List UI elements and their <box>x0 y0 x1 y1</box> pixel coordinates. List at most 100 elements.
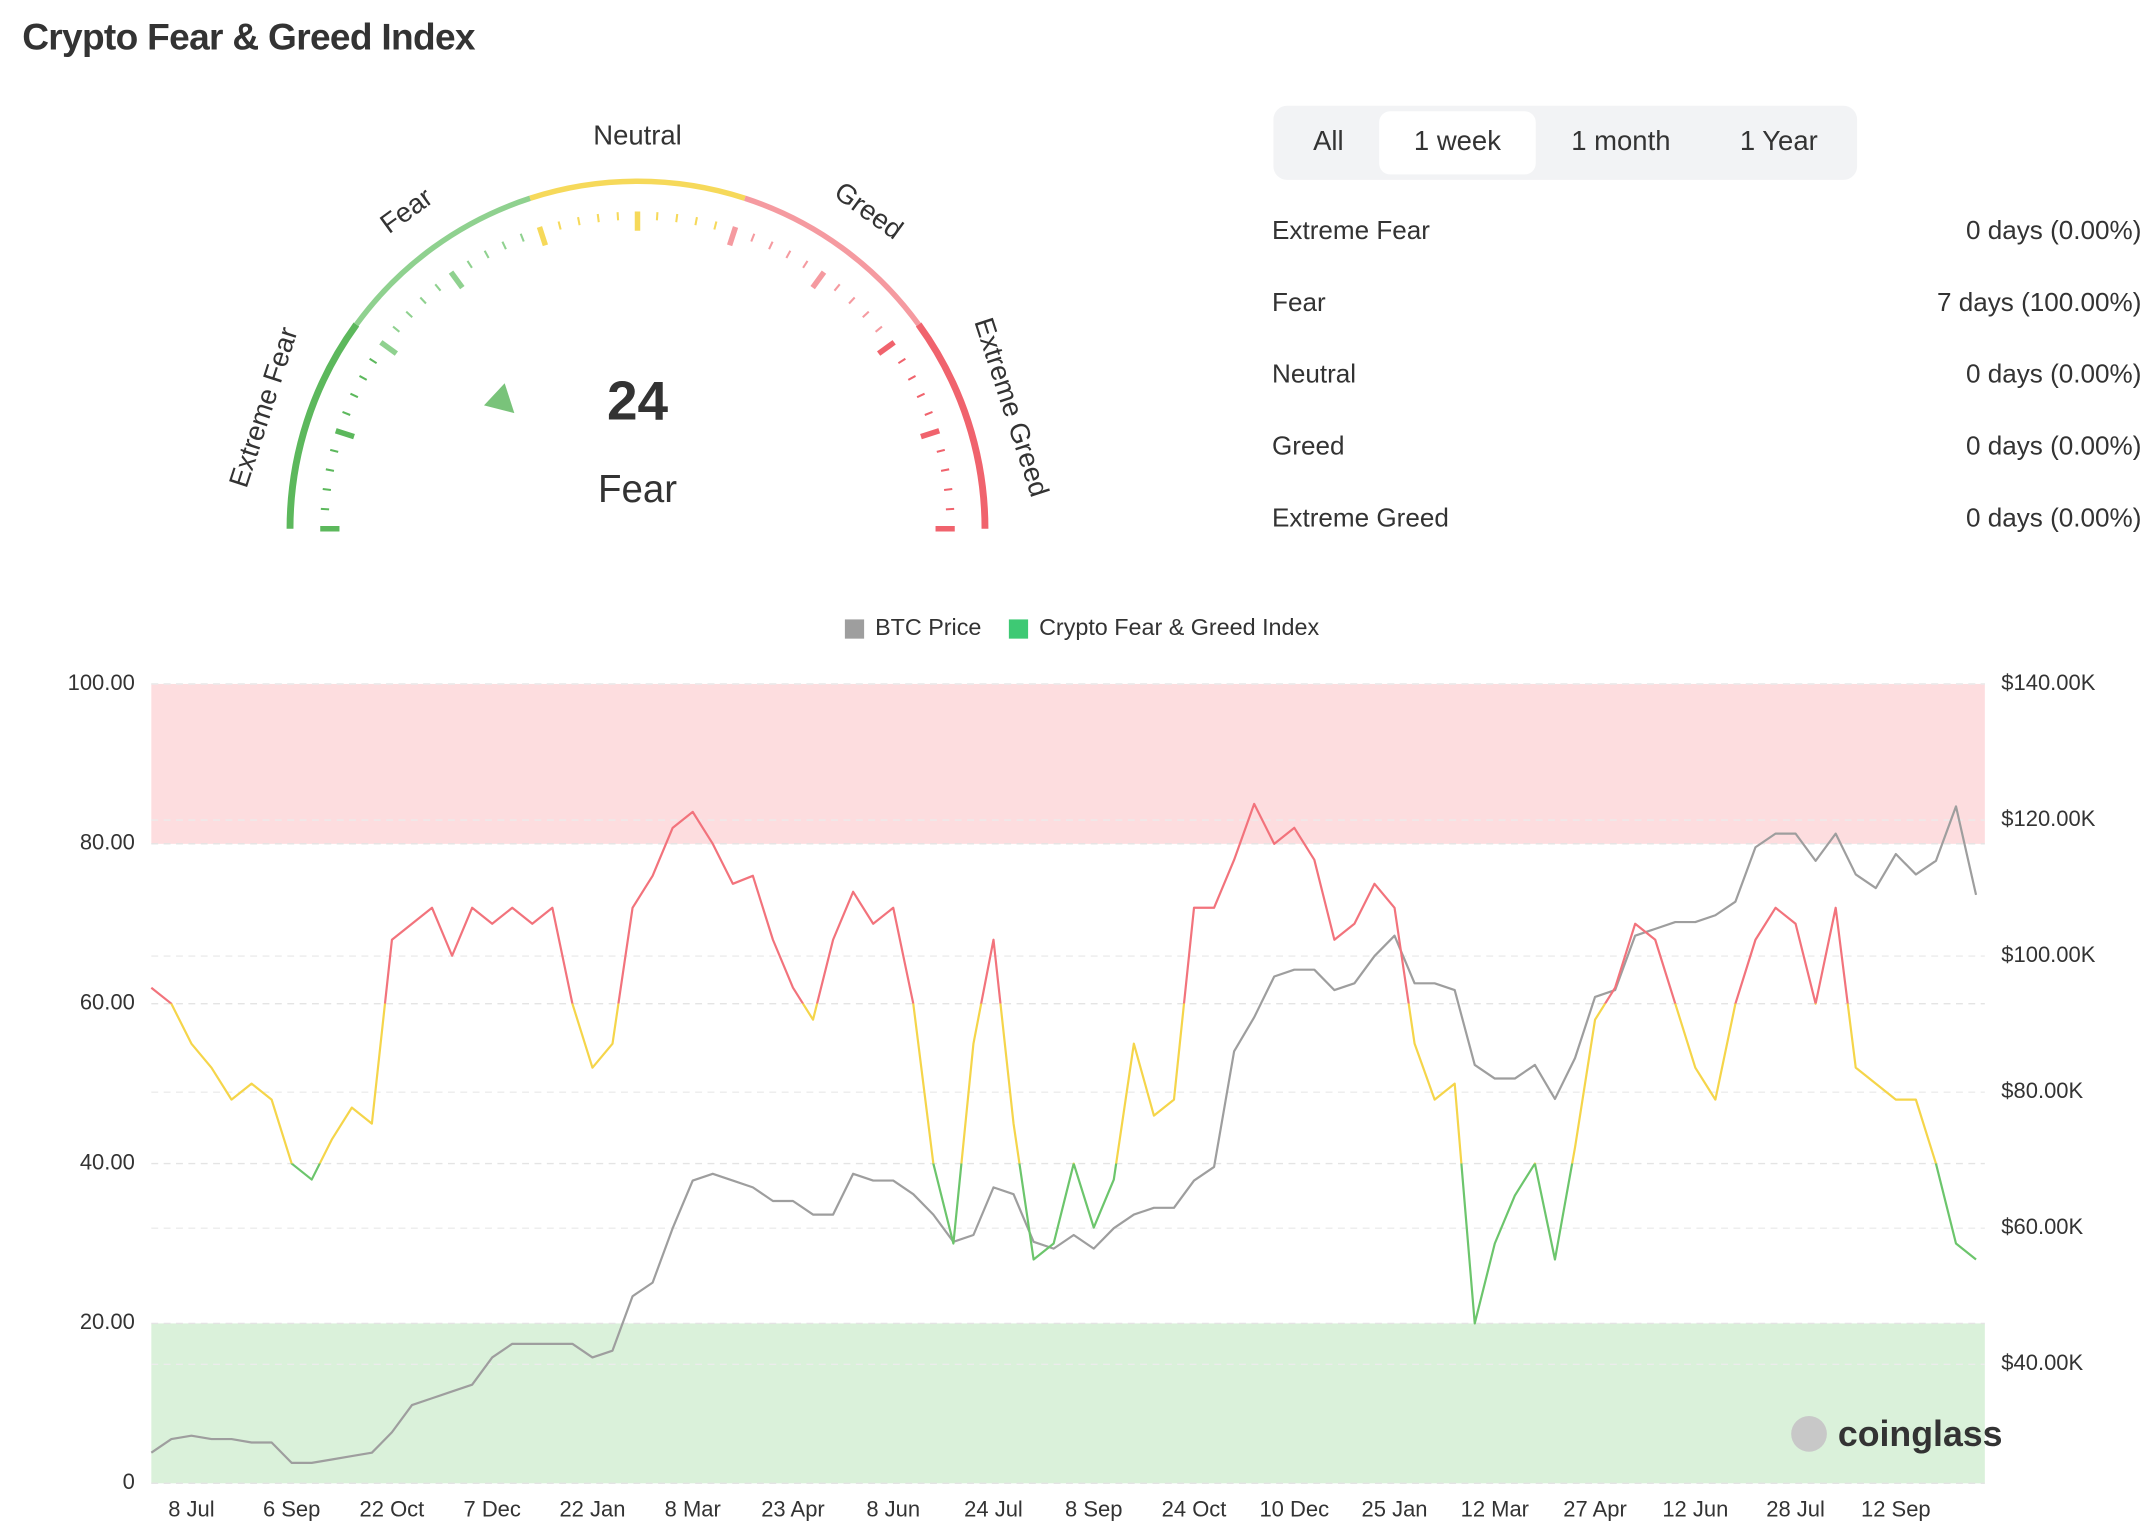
x-tick-label: 10 Dec <box>1259 1497 1329 1522</box>
gauge-tick <box>810 270 827 290</box>
gauge-segment-label: Neutral <box>593 120 682 151</box>
gauge-tick <box>577 216 581 226</box>
x-tick-label: 28 Jul <box>1766 1497 1825 1522</box>
gauge-tick <box>945 507 955 511</box>
gauge-segment-label: Extreme Fear <box>223 323 304 491</box>
x-tick-label: 12 Jun <box>1662 1497 1728 1522</box>
gauge-tick <box>802 260 809 269</box>
zone-band <box>151 683 1985 844</box>
gauge-segment <box>744 195 921 327</box>
gauge-segment <box>286 322 360 529</box>
tab[interactable]: 1 month <box>1571 125 1670 156</box>
stat-name: Extreme Greed <box>1272 502 1449 532</box>
legend-swatch <box>1008 619 1029 639</box>
x-tick-label: 23 Apr <box>761 1497 825 1522</box>
gauge-tick <box>329 448 339 453</box>
tab-active-bg <box>1379 111 1536 175</box>
gauge-tick <box>392 325 401 333</box>
gauge-tick <box>924 411 933 416</box>
tab[interactable]: 1 Year <box>1740 125 1818 156</box>
gauge-tick <box>694 216 698 226</box>
gauge-tick <box>940 468 950 472</box>
gauge-tick <box>768 241 774 250</box>
page-title: Crypto Fear & Greed Index <box>22 16 476 58</box>
gauge-tick <box>655 212 659 221</box>
x-tick-label: 24 Oct <box>1162 1497 1227 1522</box>
gauge-tick <box>434 283 442 292</box>
gauge-tick <box>466 260 473 269</box>
gauge-tick <box>483 250 490 259</box>
stat-name: Greed <box>1272 430 1344 460</box>
stat-value: 7 days (100.00%) <box>1937 287 2141 317</box>
gauge-tick <box>519 233 525 242</box>
y2-tick-label: $60.00K <box>2001 1214 2083 1239</box>
legend-label: Crypto Fear & Greed Index <box>1039 614 1319 640</box>
x-tick-label: 12 Sep <box>1861 1497 1931 1522</box>
gauge-tick <box>833 283 841 292</box>
x-tick-label: 24 Jul <box>964 1497 1023 1522</box>
y2-tick-label: $140.00K <box>2001 670 2095 695</box>
gauge-tick <box>419 296 427 305</box>
gauge-tick <box>322 487 332 492</box>
gauge-tick <box>862 310 870 318</box>
y-tick-label: 20.00 <box>80 1309 135 1334</box>
gauge-tick <box>369 357 378 365</box>
gauge-tick <box>936 448 946 453</box>
gauge-tick <box>785 250 792 259</box>
gauge-tick <box>320 507 330 511</box>
gauge-tick <box>342 411 351 416</box>
stat-name: Neutral <box>1272 359 1356 389</box>
legend-label: BTC Price <box>875 614 981 640</box>
x-tick-label: 7 Dec <box>463 1497 520 1522</box>
y-tick-label: 60.00 <box>80 989 135 1014</box>
gauge-tick <box>536 226 549 247</box>
x-tick-label: 22 Oct <box>360 1497 425 1522</box>
stat-value: 0 days (0.00%) <box>1966 502 2141 532</box>
gauge-tick <box>501 241 507 250</box>
zone-band <box>151 1323 1985 1484</box>
gauge-tick <box>897 357 906 365</box>
gauge-tick <box>325 468 335 472</box>
gauge-tick <box>713 221 718 230</box>
y2-tick-label: $120.00K <box>2001 806 2095 831</box>
gauge-tick <box>675 213 679 223</box>
y2-tick-label: $100.00K <box>2001 942 2095 967</box>
gauge-segment-label: Fear <box>374 181 438 239</box>
y-tick-label: 100.00 <box>68 670 135 695</box>
series-line <box>150 802 1977 1325</box>
y-tick-label: 40.00 <box>80 1149 135 1174</box>
x-tick-label: 27 Apr <box>1563 1497 1627 1522</box>
gauge-label: Fear <box>598 468 677 511</box>
x-tick-label: 25 Jan <box>1362 1497 1428 1522</box>
x-tick-label: 6 Sep <box>263 1497 320 1522</box>
x-tick-label: 8 Mar <box>665 1497 721 1522</box>
gauge-tick <box>750 233 756 242</box>
gauge-pointer <box>483 383 515 414</box>
stat-value: 0 days (0.00%) <box>1966 359 2141 389</box>
tab[interactable]: All <box>1313 125 1344 156</box>
gauge-tick <box>557 221 562 230</box>
gauge-tick <box>726 226 739 247</box>
y-tick-label: 80.00 <box>80 830 135 855</box>
x-tick-label: 8 Sep <box>1065 1497 1122 1522</box>
series-line <box>150 805 1978 1464</box>
gauge-tick <box>334 428 355 440</box>
gauge-tick <box>448 270 465 290</box>
gauge-segment <box>354 195 531 327</box>
gauge-tick <box>920 428 941 440</box>
x-tick-label: 8 Jun <box>866 1497 920 1522</box>
tab[interactable]: 1 week <box>1414 125 1501 156</box>
stat-name: Extreme Fear <box>1272 215 1430 245</box>
gauge-tick <box>616 212 620 221</box>
stat-value: 0 days (0.00%) <box>1966 215 2141 245</box>
gauge-tick <box>943 487 953 492</box>
gauge-tick <box>405 310 413 318</box>
gauge-tick <box>349 392 359 399</box>
gauge-value: 24 <box>607 370 669 432</box>
gauge-tick <box>596 213 600 223</box>
gauge-segment-label: Greed <box>829 175 909 245</box>
gauge-segment <box>529 178 746 201</box>
gauge-tick <box>874 325 883 333</box>
gauge-tick <box>916 392 926 399</box>
